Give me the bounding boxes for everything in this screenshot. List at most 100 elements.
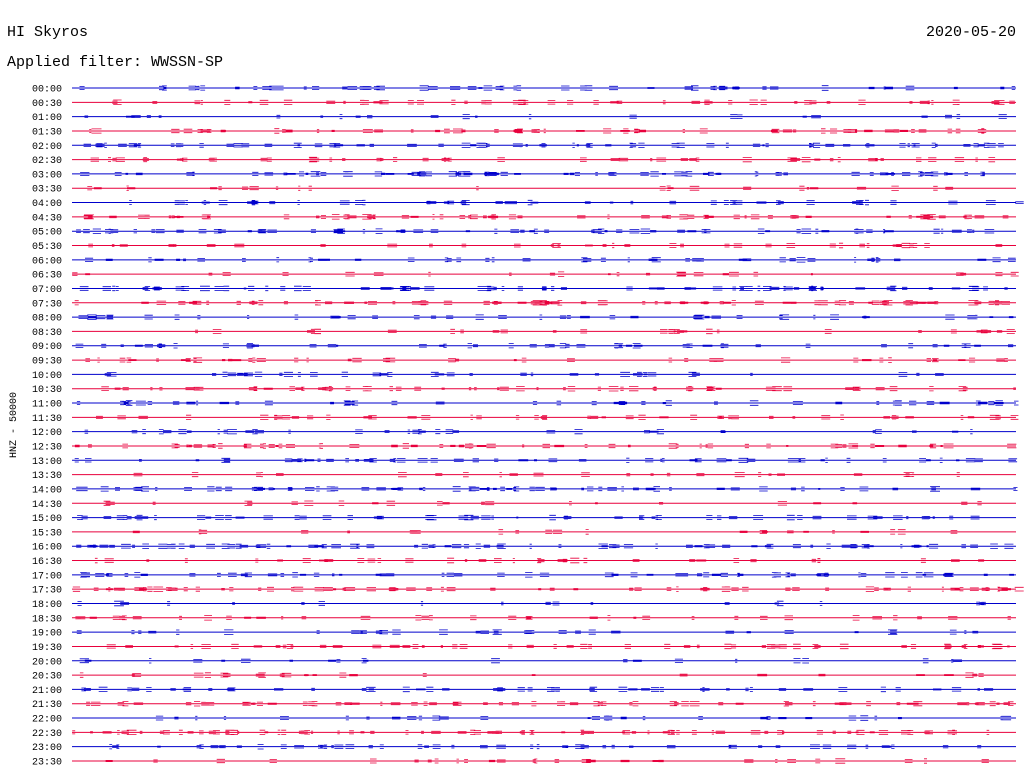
trace-noise [72, 729, 990, 735]
trace-noise [83, 142, 1004, 148]
trace-noise [76, 486, 1018, 492]
row-label: 23:30 [32, 758, 62, 769]
trace-noise [112, 99, 1015, 105]
trace-noise [75, 343, 1014, 349]
trace-noise [76, 228, 995, 234]
trace-noise [74, 457, 1018, 463]
trace-noise [79, 658, 962, 664]
station: HI Skyros [7, 24, 88, 41]
trace-noise [72, 271, 1019, 277]
row-label: 21:00 [32, 686, 62, 697]
row-label: 13:00 [32, 457, 62, 468]
trace-noise [72, 586, 1024, 592]
trace-noise [96, 414, 1019, 420]
row-label: 01:30 [32, 127, 62, 138]
row-label: 17:00 [32, 571, 62, 582]
trace-noise [75, 615, 1011, 621]
trace-noise [101, 386, 1016, 392]
row-label: 11:30 [32, 414, 62, 425]
axis-label: HNZ - 50000 [9, 392, 20, 458]
row-label: 03:00 [32, 170, 62, 181]
row-label: 00:00 [32, 85, 62, 96]
row-label: 20:30 [32, 672, 62, 683]
row-label: 03:30 [32, 185, 62, 196]
filter: Applied filter: WWSSN-SP [7, 54, 223, 71]
row-label: 14:30 [32, 500, 62, 511]
trace-noise [74, 443, 1017, 449]
trace-noise [88, 242, 1003, 249]
row-label: 15:30 [32, 528, 62, 539]
trace-noise [78, 314, 1014, 320]
row-label: 19:00 [32, 629, 62, 640]
row-label: 05:30 [32, 242, 62, 253]
row-label: 14:00 [32, 485, 62, 496]
row-label: 08:00 [32, 314, 62, 325]
row-label: 18:30 [32, 614, 62, 625]
row-label: 22:00 [32, 715, 62, 726]
trace-noise [79, 672, 984, 678]
row-label: 23:00 [32, 743, 62, 754]
row-label: 04:30 [32, 213, 62, 224]
row-label: 10:00 [32, 371, 62, 382]
row-label: 05:00 [32, 228, 62, 239]
row-label: 17:30 [32, 586, 62, 597]
trace-noise [83, 214, 1009, 220]
row-label: 20:00 [32, 657, 62, 668]
row-label: 18:00 [32, 600, 62, 611]
trace-noise [103, 500, 982, 506]
row-label: 11:00 [32, 400, 62, 411]
trace-noise [89, 128, 987, 134]
trace-noise [104, 371, 944, 377]
row-label: 00:30 [32, 99, 62, 110]
row-label: 09:30 [32, 357, 62, 368]
row-label: 07:30 [32, 299, 62, 310]
trace-noise [133, 472, 960, 478]
trace-noise [132, 529, 958, 535]
row-label: 15:00 [32, 514, 62, 525]
trace-noise [84, 429, 973, 435]
trace-noise [80, 572, 1014, 578]
row-label: 09:00 [32, 342, 62, 353]
row-label: 10:30 [32, 385, 62, 396]
row-label: 16:30 [32, 557, 62, 568]
row-label: 19:30 [32, 643, 62, 654]
row-label: 08:30 [32, 328, 62, 339]
trace-noise [155, 715, 1012, 721]
trace-noise [76, 400, 1019, 406]
trace-noise [84, 114, 1007, 120]
row-label: 01:00 [32, 113, 62, 124]
trace-noise [85, 257, 1016, 263]
row-label: 06:30 [32, 271, 62, 282]
row-label: 16:00 [32, 543, 62, 554]
trace-noise [109, 744, 982, 750]
trace-noise [106, 643, 1010, 650]
trace-noise [79, 285, 1008, 292]
row-label: 12:30 [32, 442, 62, 453]
row-label: 02:30 [32, 156, 62, 167]
row-label: 12:00 [32, 428, 62, 439]
trace-noise [76, 629, 979, 635]
trace-noise [76, 543, 1014, 549]
trace-noise [80, 171, 985, 177]
row-label: 04:00 [32, 199, 62, 210]
trace-noise [195, 328, 1015, 335]
date: 2020-05-20 [926, 24, 1016, 41]
trace-noise [77, 600, 986, 607]
trace-noise [77, 514, 980, 521]
trace-noise [90, 156, 996, 163]
trace-noise [86, 701, 1014, 707]
row-label: 13:30 [32, 471, 62, 482]
trace-noise [79, 85, 1016, 91]
trace-noise [129, 199, 1024, 206]
row-label: 06:00 [32, 256, 62, 267]
trace-noise [105, 758, 989, 764]
traces: 00:00 00:30 01:00 01:30 02:00 02:30 03:00 03:30… [32, 85, 1024, 769]
trace-noise [94, 557, 985, 564]
row-label: 21:30 [32, 700, 62, 711]
row-label: 22:30 [32, 729, 62, 740]
trace-noise [74, 300, 1010, 306]
trace-noise [81, 686, 994, 693]
row-label: 02:00 [32, 142, 62, 153]
trace-noise [85, 357, 1008, 363]
